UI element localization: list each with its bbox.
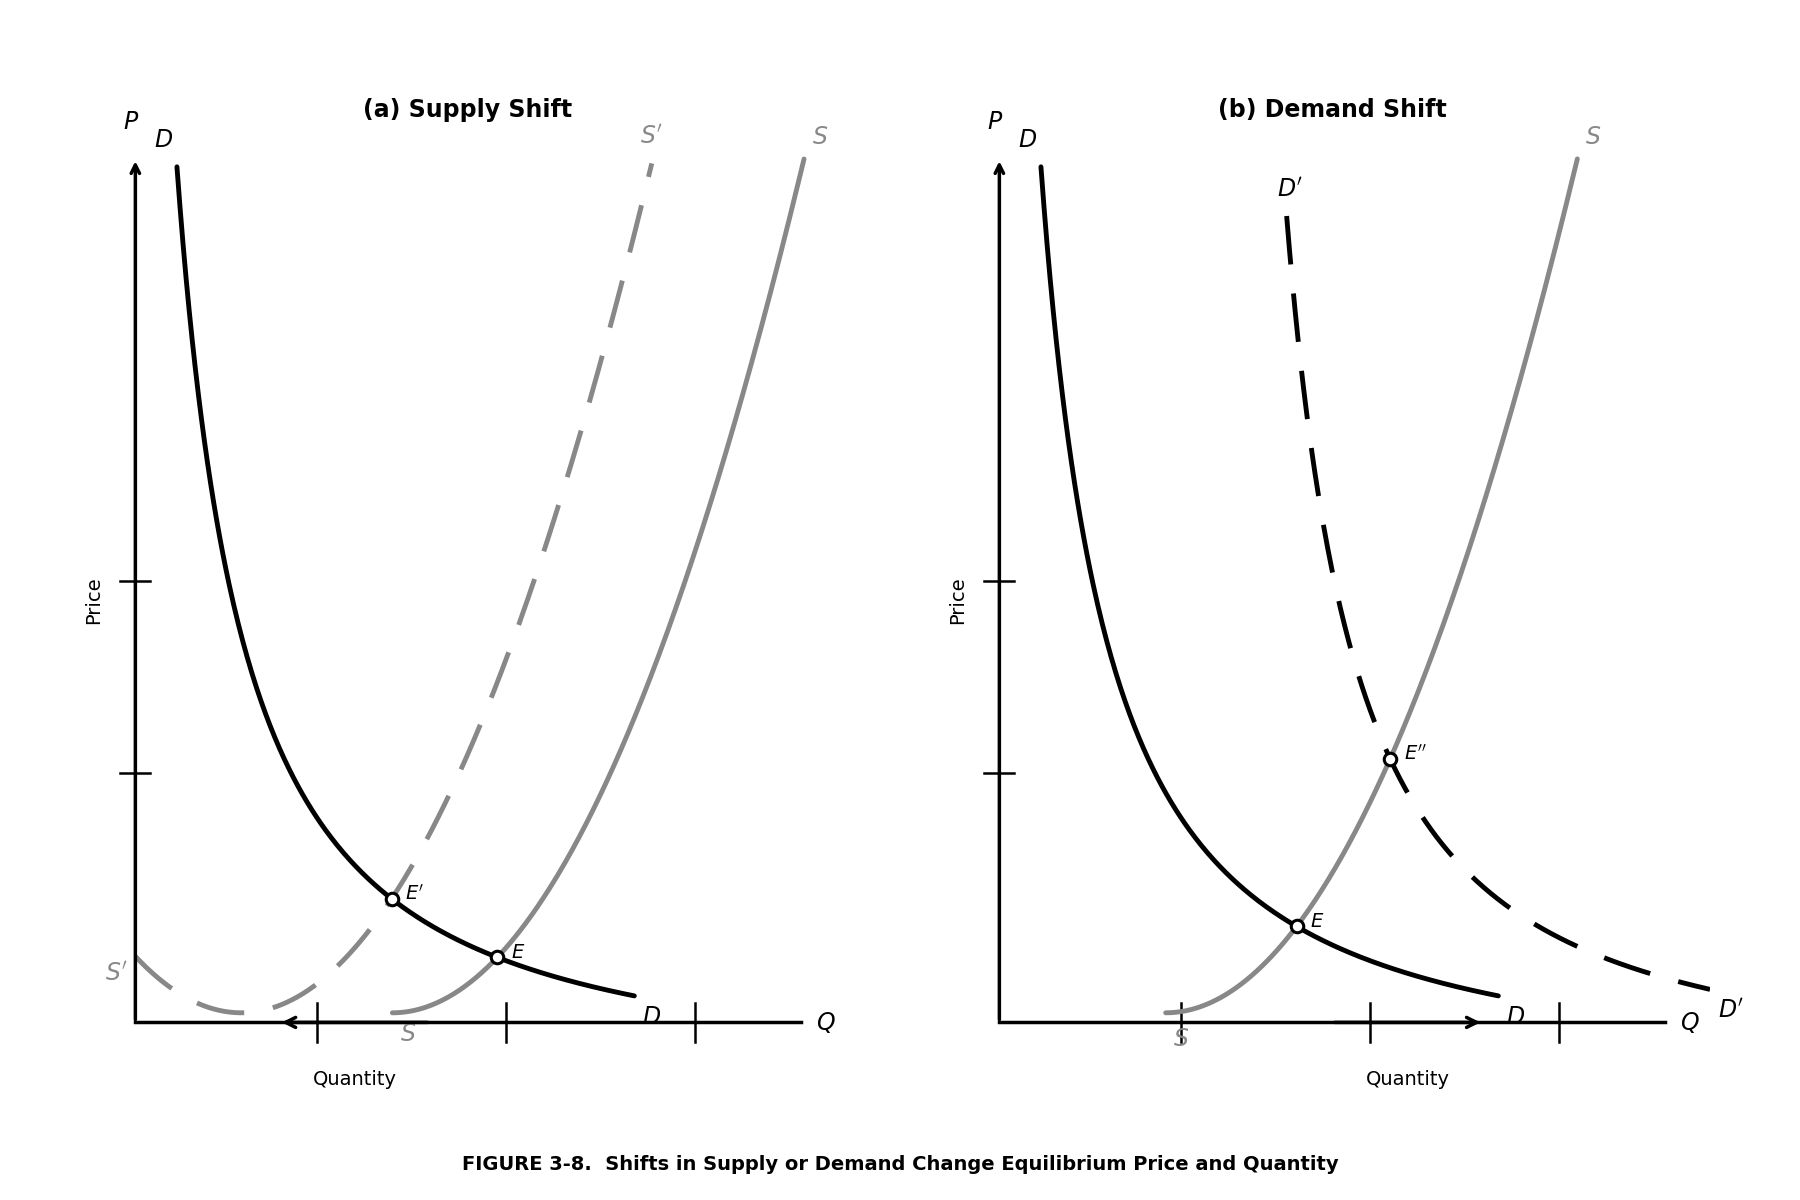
Text: $S$: $S$ xyxy=(1174,1027,1190,1051)
Text: $P$: $P$ xyxy=(124,110,140,134)
Text: $S$: $S$ xyxy=(400,1022,416,1046)
Text: $P$: $P$ xyxy=(988,110,1004,134)
Text: $E$: $E$ xyxy=(1310,912,1325,931)
Text: (a) Supply Shift: (a) Supply Shift xyxy=(364,98,572,122)
Text: $Q$: $Q$ xyxy=(815,1010,835,1034)
Text: $S$: $S$ xyxy=(1584,125,1602,149)
Text: Quantity: Quantity xyxy=(1366,1070,1449,1090)
Text: $D'$: $D'$ xyxy=(1278,178,1303,202)
Text: FIGURE 3-8.  Shifts in Supply or Demand Change Equilibrium Price and Quantity: FIGURE 3-8. Shifts in Supply or Demand C… xyxy=(461,1154,1339,1174)
Text: $D$: $D$ xyxy=(155,128,173,152)
Text: $E$: $E$ xyxy=(511,943,526,962)
Text: $Q$: $Q$ xyxy=(1679,1010,1699,1034)
Text: $E''$: $E''$ xyxy=(1404,744,1427,764)
Text: $D$: $D$ xyxy=(643,1006,661,1030)
Text: $S'$: $S'$ xyxy=(104,961,128,985)
Text: (b) Demand Shift: (b) Demand Shift xyxy=(1217,98,1447,122)
Text: Quantity: Quantity xyxy=(313,1070,396,1090)
Text: Price: Price xyxy=(85,576,103,624)
Text: $D'$: $D'$ xyxy=(1717,998,1744,1022)
Text: Price: Price xyxy=(949,576,967,624)
Text: $D$: $D$ xyxy=(1019,128,1037,152)
Text: $D$: $D$ xyxy=(1507,1006,1525,1030)
Text: $E'$: $E'$ xyxy=(405,884,425,904)
Text: $S$: $S$ xyxy=(812,125,828,149)
Text: $S'$: $S'$ xyxy=(641,125,662,149)
